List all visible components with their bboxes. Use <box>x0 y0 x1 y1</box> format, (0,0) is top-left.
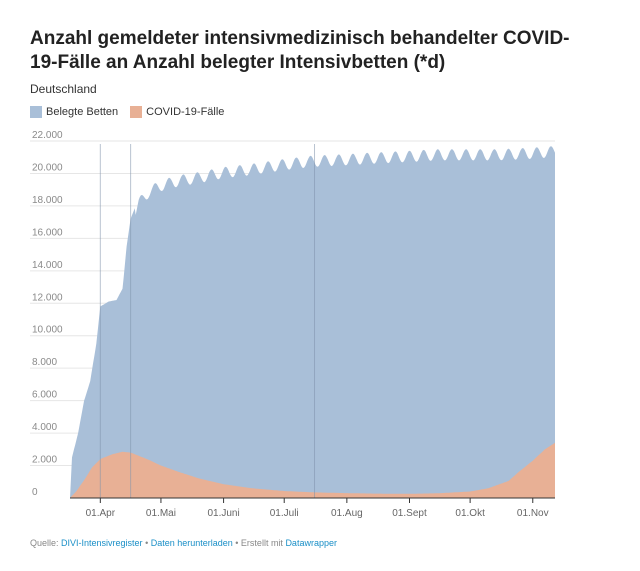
y-tick-label-8: 16.000 <box>32 227 63 238</box>
chart-subtitle: Deutschland <box>30 82 97 96</box>
legend-item-covid-faelle: COVID-19-Fälle <box>130 106 224 118</box>
y-tick-label-0: 0 <box>32 487 38 498</box>
footer-separator-1: • <box>142 538 151 548</box>
chart-title: Anzahl gemeldeter intensivmedizinisch be… <box>30 28 570 73</box>
y-tick-label-10: 20.000 <box>32 162 63 173</box>
footer-prefix: Quelle: <box>30 538 62 548</box>
chart-footer: Quelle: DIVI-Intensivregister • Daten he… <box>30 538 337 548</box>
reference-lines <box>99 144 316 498</box>
x-axis-ticks: 01.Apr 01.Mai 01.Juni 01.Juli 01.Aug 01.Sept 0… <box>86 498 549 519</box>
y-tick-label-7: 14.000 <box>32 260 63 271</box>
legend-label-belegte-betten: Belegte Betten <box>46 106 119 118</box>
x-tick-label-1: 01.Mai <box>146 508 176 519</box>
area-covid-faelle <box>70 442 555 498</box>
x-tick-label-6: 01.Okt <box>455 508 485 519</box>
x-tick-label-4: 01.Aug <box>331 508 363 519</box>
footer-separator-2: • Erstellt mit <box>232 538 286 548</box>
y-axis-ticks: 0 2.000 4.000 6.000 8.000 10.000 12.000 14.000 1… <box>32 130 63 498</box>
datawrapper-link[interactable]: Datawrapper <box>285 538 337 548</box>
source-link[interactable]: DIVI-Intensivregister <box>61 538 143 548</box>
area-series <box>70 146 555 498</box>
y-tick-label-4: 8.000 <box>32 357 57 368</box>
legend-item-belegte-betten: Belegte Betten <box>30 106 118 118</box>
y-tick-label-11: 22.000 <box>32 130 63 141</box>
y-tick-label-1: 2.000 <box>32 455 57 466</box>
area-belegte-betten <box>70 146 555 498</box>
x-tick-label-3: 01.Juli <box>270 508 299 519</box>
x-tick-label-7: 01.Nov <box>517 508 549 519</box>
legend-label-covid-faelle: COVID-19-Fälle <box>146 106 225 118</box>
x-tick-label-5: 01.Sept <box>392 508 427 519</box>
y-tick-label-5: 10.000 <box>32 325 63 336</box>
y-tick-label-2: 4.000 <box>32 422 57 433</box>
legend: Belegte Betten COVID-19-Fälle <box>30 106 224 118</box>
y-tick-label-9: 18.000 <box>32 195 63 206</box>
x-tick-label-0: 01.Apr <box>86 508 116 519</box>
legend-swatch-covid-faelle <box>130 106 143 118</box>
legend-swatch-belegte-betten <box>30 106 42 118</box>
y-tick-label-6: 12.000 <box>32 292 63 303</box>
download-data-link[interactable]: Daten herunterladen <box>150 538 233 548</box>
y-tick-label-3: 6.000 <box>32 390 57 401</box>
x-tick-label-2: 01.Juni <box>207 508 239 519</box>
